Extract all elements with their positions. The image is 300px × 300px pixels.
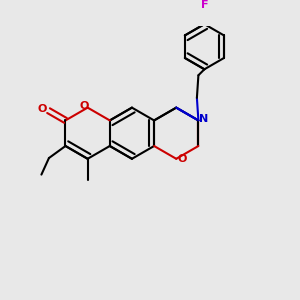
Text: O: O xyxy=(178,154,187,164)
Text: N: N xyxy=(199,114,208,124)
Text: F: F xyxy=(201,0,208,10)
Text: O: O xyxy=(79,101,89,111)
Text: O: O xyxy=(37,104,46,114)
